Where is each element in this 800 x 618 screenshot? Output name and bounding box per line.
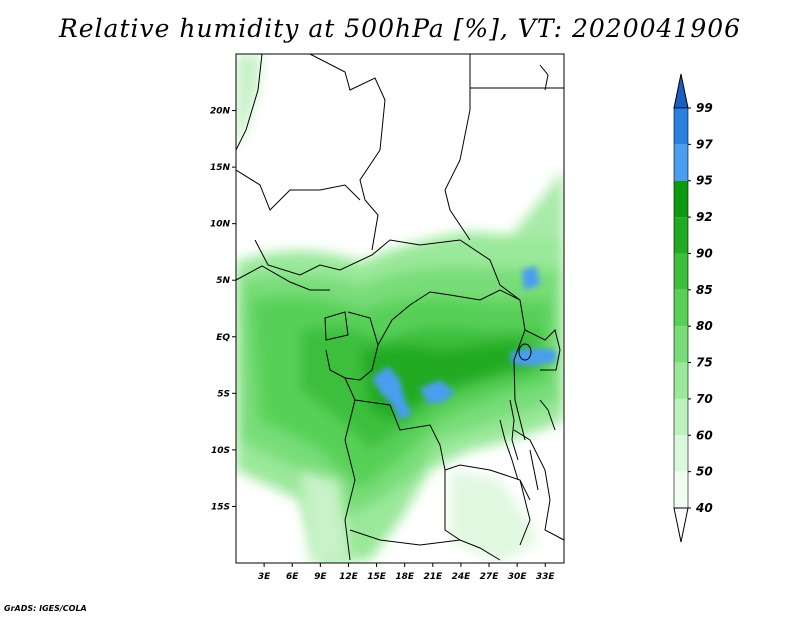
lat-tick-label: 20N [210,107,231,117]
colorbar-segment [674,289,688,327]
colorbar-segment [674,435,688,472]
colorbar-label: 97 [696,137,713,151]
colorbar-label: 40 [695,501,713,515]
colorbar-bottom-arrow [673,507,689,543]
lon-tick-label: 24E [452,572,472,582]
colorbar-segment [674,326,688,363]
lat-tick-label: 5N [216,276,230,286]
lon-tick-label: 27E [480,572,500,582]
colorbar-label: 99 [696,101,713,115]
lon-tick-label: 33E [536,572,556,582]
lat-tick-label: 15S [211,502,230,512]
colorbar-label: 75 [696,356,713,370]
lon-tick-label: 21E [423,572,443,582]
latitude-axis: 20N 15N 10N 5N EQ 5S 10S 15S [210,107,236,512]
colorbar-label: 92 [696,210,713,224]
colorbar-segment [674,398,688,436]
colorbar-top-arrow [673,73,689,109]
colorbar-segment [674,180,688,218]
lat-tick-label: 15N [210,163,231,173]
lon-tick-label: 12E [339,572,359,582]
colorbar-segment [674,217,688,254]
lat-tick-label: 10S [211,446,230,456]
lon-tick-label: 3E [258,572,271,582]
colorbar-label: 80 [696,319,713,333]
colorbar-label: 90 [696,246,713,260]
colorbar-segment [674,108,688,145]
colorbar-label: 50 [696,465,713,479]
colorbar-label: 95 [696,174,713,188]
colorbar: 99 97 95 92 90 85 80 75 70 60 50 40 [673,73,713,543]
lat-tick-label: 5S [217,389,230,399]
lon-tick-label: 15E [367,572,387,582]
colorbar-label: 60 [696,428,713,442]
lon-tick-label: 18E [395,572,415,582]
country-borders [236,54,564,561]
plot-frame [235,53,565,564]
colorbar-label: 85 [696,283,713,297]
lon-tick-label: 9E [314,572,327,582]
lat-tick-label: 10N [210,220,231,230]
colorbar-segment [674,362,688,399]
lat-tick-label: EQ [216,333,230,343]
map-title: Relative humidity at 500hPa [%], VT: 202… [58,14,742,43]
colorbar-segment [674,471,688,508]
colorbar-segment [674,144,688,181]
lon-tick-label: 30E [508,572,528,582]
colorbar-segment [674,253,688,290]
colorbar-label: 70 [696,392,713,406]
lon-tick-label: 6E [286,572,299,582]
humidity-field [236,54,564,563]
grads-credit: GrADS: IGES/COLA [4,604,87,613]
longitude-axis: 3E 6E 9E 12E 15E 18E 21E 24E 27E 30E 33E [258,563,556,582]
